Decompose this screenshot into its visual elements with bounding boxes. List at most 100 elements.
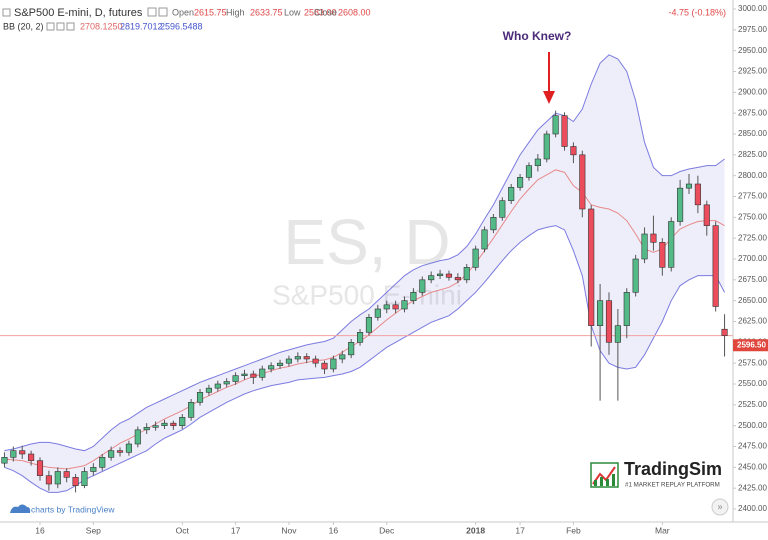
candle-body bbox=[134, 429, 141, 445]
candle-body bbox=[125, 443, 132, 453]
price-tag bbox=[733, 339, 768, 352]
candle-body bbox=[285, 358, 292, 364]
candle-body bbox=[579, 154, 586, 210]
y-tick-label: 2475.00 bbox=[738, 442, 767, 451]
x-tick-label: 17 bbox=[515, 525, 525, 535]
candle-body bbox=[445, 273, 453, 278]
symbol: S&P500 E-mini, D, futures bbox=[14, 7, 143, 19]
y-tick-label: 2450.00 bbox=[738, 462, 767, 471]
candle-body bbox=[63, 471, 70, 478]
candle-body bbox=[605, 300, 613, 343]
candle-body bbox=[525, 165, 533, 178]
candle-body bbox=[543, 133, 550, 160]
price-tag-label: 2596.50 bbox=[737, 340, 766, 349]
settings-icon[interactable] bbox=[147, 7, 157, 17]
y-tick-label: 2925.00 bbox=[738, 67, 767, 76]
candle-body bbox=[268, 365, 275, 370]
candle-body bbox=[28, 453, 35, 461]
band-upper bbox=[4, 54, 725, 452]
annotation-arrow-head bbox=[543, 91, 555, 104]
bb-hide-icon[interactable] bbox=[56, 22, 65, 31]
x-tick-label: 16 bbox=[329, 525, 339, 535]
watermark-name: S&P500 E-mini bbox=[272, 279, 462, 310]
open-label: Open bbox=[172, 7, 194, 17]
candle-body bbox=[374, 308, 381, 318]
band-lower bbox=[4, 225, 725, 493]
y-tick-label: 2650.00 bbox=[738, 296, 767, 305]
brand-icon-frame bbox=[590, 462, 619, 488]
bb-label: BB (20, 2) bbox=[3, 21, 44, 31]
candle-body bbox=[161, 422, 168, 426]
candle-body bbox=[570, 146, 577, 156]
y-tick-label: 2775.00 bbox=[738, 192, 767, 201]
bb-close-icon[interactable] bbox=[66, 22, 75, 31]
candle-body bbox=[223, 381, 230, 385]
candle-body bbox=[481, 229, 488, 250]
candle-body bbox=[703, 204, 710, 226]
high-label: High bbox=[226, 7, 245, 17]
candle-body bbox=[276, 362, 284, 366]
collapse-icon[interactable] bbox=[2, 8, 11, 17]
x-tick-label: Feb bbox=[566, 525, 581, 535]
candle-body bbox=[72, 477, 79, 486]
y-tick-label: 2425.00 bbox=[738, 483, 767, 492]
brand-icon-bar bbox=[594, 480, 597, 486]
scroll-button[interactable] bbox=[711, 498, 729, 516]
candle-body bbox=[250, 373, 257, 378]
x-tick-label: 17 bbox=[231, 525, 241, 535]
candle-body bbox=[99, 457, 106, 468]
candle-body bbox=[179, 417, 186, 426]
candle-body bbox=[330, 358, 337, 370]
candle-body bbox=[339, 354, 346, 360]
candle-body bbox=[321, 362, 328, 370]
y-tick-label: 2525.00 bbox=[738, 400, 767, 409]
y-tick-label: 2550.00 bbox=[738, 379, 767, 388]
close-label: Close bbox=[314, 7, 337, 17]
brand-logo bbox=[590, 462, 619, 488]
candle-body bbox=[650, 233, 657, 243]
candle-body bbox=[152, 425, 159, 428]
brand-icon-bar bbox=[606, 479, 609, 486]
candle-body bbox=[45, 475, 52, 485]
candle-body bbox=[348, 342, 355, 356]
candle-body bbox=[712, 225, 719, 307]
candle-body bbox=[597, 300, 604, 326]
y-tick-label: 2875.00 bbox=[738, 108, 767, 117]
close-value: 2608.00 bbox=[338, 7, 371, 17]
candle-body bbox=[632, 258, 639, 293]
y-tick-label: 2900.00 bbox=[738, 87, 767, 96]
candle-body bbox=[454, 277, 461, 281]
x-tick-label: Nov bbox=[281, 525, 297, 535]
high-value: 2633.75 bbox=[250, 7, 283, 17]
y-tick-label: 2825.00 bbox=[738, 150, 767, 159]
candle-body bbox=[259, 368, 266, 378]
candle-body bbox=[312, 358, 319, 364]
candle-body bbox=[410, 292, 417, 301]
candle-body bbox=[232, 375, 239, 382]
band-middle bbox=[4, 169, 725, 470]
candle-body bbox=[365, 317, 373, 333]
candle-body bbox=[694, 183, 701, 206]
candle-body bbox=[36, 460, 44, 476]
candle-body bbox=[294, 356, 301, 360]
candle-body bbox=[54, 471, 61, 485]
x-tick-label: Sep bbox=[86, 525, 101, 535]
candle-body bbox=[534, 158, 541, 166]
header: S&P500 E-mini, D, futures Open 2615.75 H… bbox=[2, 7, 726, 31]
bb-middle-value: 2708.1250 bbox=[80, 21, 123, 31]
candle-body bbox=[143, 427, 150, 431]
close-icon[interactable] bbox=[158, 7, 168, 17]
x-tick-label: Dec bbox=[379, 525, 395, 535]
candle-body bbox=[241, 373, 248, 376]
brand-tagline: #1 MARKET REPLAY PLATFORM bbox=[625, 482, 720, 489]
scroll-icon[interactable]: » bbox=[717, 501, 722, 511]
bb-settings-icon[interactable] bbox=[46, 22, 55, 31]
annotation: Who Knew? bbox=[503, 29, 572, 43]
candle-body bbox=[623, 292, 630, 326]
tradingview-icon bbox=[10, 504, 31, 513]
band-fill bbox=[4, 54, 725, 493]
candle-body bbox=[196, 392, 204, 403]
candle-body bbox=[685, 183, 693, 189]
credit[interactable]: charts by TradingView bbox=[31, 504, 115, 514]
candle-body bbox=[561, 115, 568, 147]
